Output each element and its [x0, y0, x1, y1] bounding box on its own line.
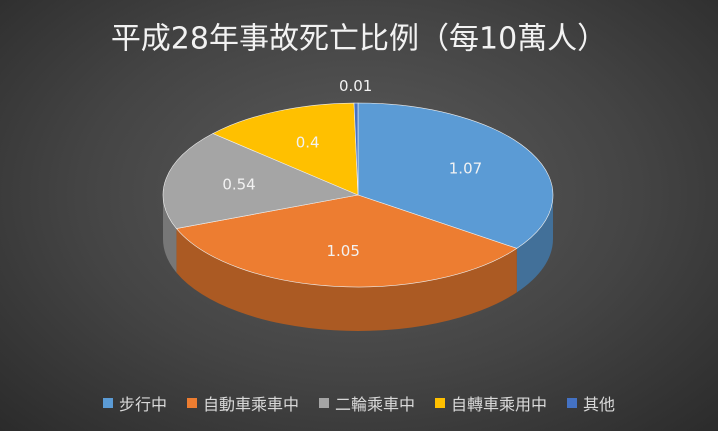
- legend-swatch: [435, 398, 445, 408]
- legend-item: 自動車乘車中: [186, 391, 299, 415]
- legend-label: 自動車乘車中: [202, 395, 299, 414]
- legend-swatch: [186, 398, 197, 408]
- data-label: 0.54: [222, 175, 255, 193]
- chart-title: 平成28年事故死亡比例（每10萬人）: [111, 22, 607, 57]
- legend-item: 步行中: [102, 391, 167, 415]
- legend-label: 步行中: [118, 395, 167, 414]
- slice: [357, 102, 554, 249]
- slice: [212, 102, 359, 196]
- legend: 步行中 自動車乘車中 二輪乘車中 自轉車乘用中 其他: [0, 391, 718, 415]
- data-label: 0.01: [339, 77, 372, 95]
- legend-item: 二輪乘車中: [318, 391, 415, 415]
- slice: [175, 194, 518, 288]
- legend-label: 二輪乘車中: [334, 395, 415, 414]
- slice-side: [163, 195, 177, 273]
- data-label: 0.4: [296, 134, 320, 152]
- legend-label: 自轉車乘用中: [451, 395, 548, 414]
- legend-item: 自轉車乘用中: [435, 391, 547, 415]
- legend-label: 其他: [583, 395, 616, 414]
- slice: [162, 133, 360, 229]
- legend-swatch: [102, 398, 113, 408]
- data-label: 1.05: [326, 242, 359, 260]
- slice-side: [176, 228, 517, 332]
- slice: [353, 102, 359, 196]
- legend-item: 其他: [567, 391, 615, 415]
- legend-swatch: [567, 398, 578, 408]
- slice-side: [516, 195, 553, 293]
- plot: 平成28年事故死亡比例（每10萬人） 1.07 1.05 0.54 0.4 0.01: [111, 22, 607, 332]
- legend-swatch: [318, 398, 329, 408]
- data-label: 1.07: [449, 159, 482, 177]
